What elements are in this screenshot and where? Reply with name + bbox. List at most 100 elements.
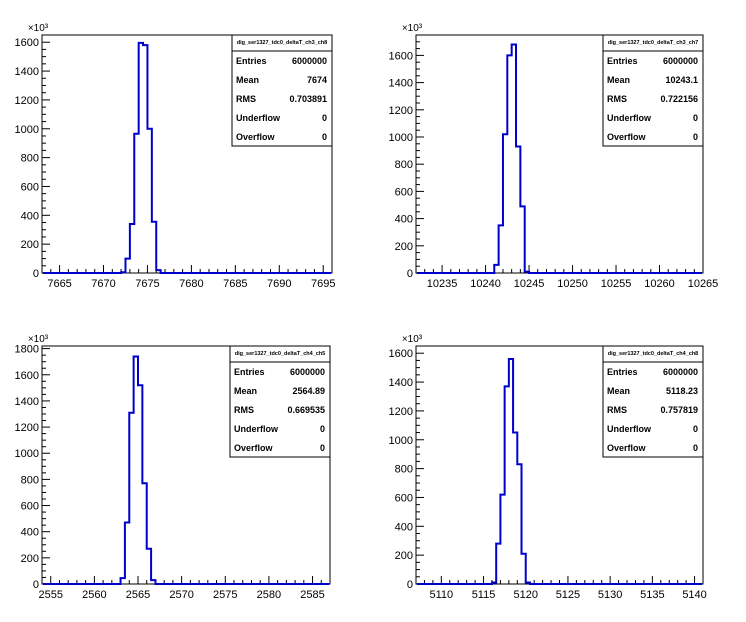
stats-value: 6000000 — [663, 367, 698, 377]
y-tick-label: 200 — [395, 241, 413, 253]
y-tick-label: 600 — [395, 492, 413, 504]
y-tick-label: 1400 — [389, 377, 413, 389]
stats-label: Overflow — [607, 443, 647, 453]
x-tick-label: 5125 — [556, 589, 580, 601]
y-tick-label: 0 — [407, 268, 413, 280]
x-tick-label: 10260 — [644, 278, 675, 290]
stats-label: Mean — [236, 75, 259, 85]
x-tick-label: 5135 — [640, 589, 664, 601]
y-multiplier-label: ×10³ — [28, 334, 49, 345]
x-tick-label: 5130 — [598, 589, 622, 601]
histogram-pad-4: 0 200 400 600 800 1000 1200 1400 1600 ×10³ 5110 511… — [389, 334, 707, 601]
stats-label: Overflow — [236, 132, 276, 142]
histogram-line — [43, 355, 329, 585]
y-tick-label: 600 — [395, 186, 413, 198]
x-tick-label: 10255 — [601, 278, 632, 290]
y-tick-label: 1200 — [389, 406, 413, 418]
y-tick-label: 800 — [395, 464, 413, 476]
stats-value: 6000000 — [292, 56, 327, 66]
x-tick-label: 7695 — [311, 278, 335, 290]
stats-value: 5118.23 — [666, 386, 698, 396]
stats-label: Underflow — [607, 113, 652, 123]
stats-box: dig_ser1327_tdc0_deltaT_ch3_ch8 Entries 60… — [231, 34, 333, 147]
x-tick-label: 7680 — [179, 278, 203, 290]
stats-box-title: dig_ser1327_tdc0_deltaT_ch3_ch7 — [608, 40, 699, 46]
stats-label: Mean — [607, 75, 630, 85]
x-tick-label: 7665 — [47, 278, 71, 290]
stats-value: 0.722156 — [660, 94, 698, 104]
x-tick-label: 2575 — [213, 589, 237, 601]
histogram-pad-3: 0 200 400 600 800 1000 1200 1400 1600 1800×10³ 255… — [15, 334, 331, 601]
stats-label: Entries — [234, 367, 265, 377]
x-tick-label: 2580 — [257, 589, 281, 601]
histogram-pad-1: 0 200 400 600 800 1000 1200 1400 1600 ×10³ 7665 767… — [15, 23, 336, 290]
x-tick-label: 7685 — [223, 278, 247, 290]
stats-box: dig_ser1327_tdc0_deltaT_ch3_ch7 Entries 60… — [602, 34, 704, 147]
y-tick-label: 1600 — [15, 37, 39, 49]
histogram-pad-2: 0 200 400 600 800 1000 1200 1400 1600 ×10³ 10235 10… — [389, 23, 719, 290]
y-tick-label: 1000 — [389, 435, 413, 447]
stats-value: 6000000 — [290, 367, 325, 377]
stats-label: RMS — [607, 94, 627, 104]
x-tick-label: 7690 — [267, 278, 291, 290]
y-tick-label: 1000 — [389, 132, 413, 144]
stats-value: 0 — [322, 113, 327, 123]
stats-label: Underflow — [607, 424, 652, 434]
stats-label: Overflow — [234, 443, 274, 453]
stats-label: Mean — [607, 386, 630, 396]
x-tick-label: 5140 — [682, 589, 706, 601]
y-tick-label: 600 — [21, 501, 39, 513]
x-tick-label: 7670 — [91, 278, 115, 290]
stats-value: 0.669535 — [287, 405, 325, 415]
x-tick-label: 10250 — [557, 278, 588, 290]
y-tick-label: 1600 — [389, 348, 413, 360]
stats-label: Mean — [234, 386, 257, 396]
stats-box-title: dig_ser1327_tdc0_deltaT_ch3_ch8 — [237, 40, 328, 46]
y-tick-label: 400 — [21, 210, 39, 222]
stats-box-frame — [602, 34, 704, 147]
x-tick-label: 10240 — [470, 278, 501, 290]
stats-label: Entries — [607, 367, 638, 377]
y-tick-label: 1400 — [389, 78, 413, 90]
y-tick-label: 1200 — [389, 105, 413, 117]
stats-value: 0 — [320, 424, 325, 434]
stats-label: Overflow — [607, 132, 647, 142]
stats-label: Underflow — [236, 113, 281, 123]
y-tick-label: 1200 — [15, 422, 39, 434]
stats-label: Entries — [607, 56, 638, 66]
y-tick-label: 800 — [395, 159, 413, 171]
stats-value: 2564.89 — [292, 386, 325, 396]
stats-box-frame — [602, 345, 704, 458]
y-tick-label: 1200 — [15, 95, 39, 107]
x-tick-label: 5120 — [513, 589, 537, 601]
stats-value: 0 — [693, 132, 698, 142]
stats-label: RMS — [234, 405, 254, 415]
y-multiplier-label: ×10³ — [402, 334, 423, 345]
stats-value: 0 — [693, 443, 698, 453]
stats-box: dig_ser1327_tdc0_deltaT_ch4_ch5 Entries 60… — [229, 345, 331, 458]
y-tick-label: 0 — [33, 268, 39, 280]
x-tick-label: 2555 — [38, 589, 62, 601]
stats-value: 0.757819 — [660, 405, 698, 415]
x-tick-label: 2560 — [82, 589, 106, 601]
y-tick-label: 400 — [395, 521, 413, 533]
x-tick-label: 10265 — [688, 278, 719, 290]
y-tick-label: 200 — [395, 550, 413, 562]
stats-value: 6000000 — [663, 56, 698, 66]
y-tick-label: 0 — [407, 579, 413, 591]
stats-box-frame — [231, 34, 333, 147]
x-tick-label: 10235 — [427, 278, 458, 290]
x-tick-label: 5115 — [472, 589, 496, 601]
histogram-line — [43, 41, 331, 274]
stats-label: RMS — [607, 405, 627, 415]
y-tick-label: 800 — [21, 474, 39, 486]
y-tick-label: 1000 — [15, 448, 39, 460]
stats-box-title: dig_ser1327_tdc0_deltaT_ch4_ch5 — [235, 351, 326, 357]
histogram-line — [417, 43, 702, 274]
x-tick-label: 10245 — [514, 278, 545, 290]
y-tick-label: 200 — [21, 553, 39, 565]
y-tick-label: 1600 — [15, 370, 39, 382]
stats-box-title: dig_ser1327_tdc0_deltaT_ch4_ch8 — [608, 351, 699, 357]
y-multiplier-label: ×10³ — [28, 23, 49, 34]
